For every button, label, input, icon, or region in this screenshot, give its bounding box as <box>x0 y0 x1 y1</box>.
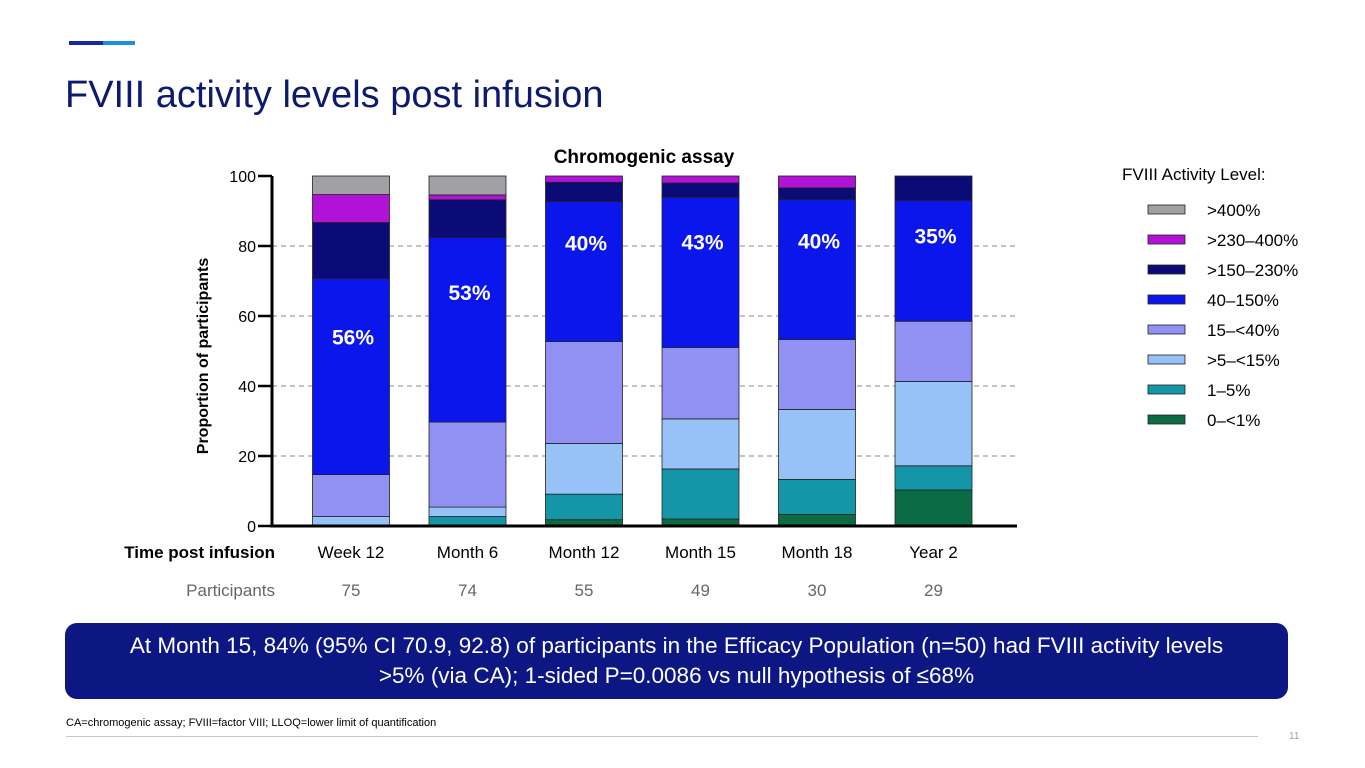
data-label: 53% <box>448 282 490 305</box>
bar-segment <box>894 465 973 491</box>
bar-segment <box>545 201 623 342</box>
bar-segment <box>661 196 740 348</box>
legend-label: 1–5% <box>1207 381 1250 400</box>
legend-title: FVIII Activity Level: <box>1122 165 1266 184</box>
bar-segment <box>894 381 973 467</box>
bar-segment <box>894 489 973 527</box>
data-label: 43% <box>681 231 723 254</box>
legend-swatch <box>1147 354 1186 365</box>
legend-label: >230–400% <box>1207 231 1298 250</box>
x-tick-label: Month 6 <box>437 543 498 562</box>
legend-swatch <box>1147 294 1186 305</box>
participant-count: 74 <box>458 581 477 600</box>
legend-label: 15–<40% <box>1207 321 1279 340</box>
legend-label: >400% <box>1207 201 1260 220</box>
accent-bar-light <box>103 41 135 45</box>
legend-label: 40–150% <box>1207 291 1279 310</box>
bar-segment <box>778 479 856 515</box>
bar-segment <box>894 200 973 322</box>
bar-segment <box>428 506 507 517</box>
legend-swatch <box>1147 414 1186 425</box>
x-axis-label: Time post infusion <box>124 543 275 562</box>
bar-segment <box>894 175 973 201</box>
bar-segment <box>778 175 856 189</box>
x-tick-label: Month 18 <box>782 543 853 562</box>
bar-segment <box>894 320 973 382</box>
y-tick-label: 40 <box>238 379 256 396</box>
bar-segment <box>545 181 623 202</box>
bar-segment <box>312 194 390 223</box>
y-tick-label: 0 <box>247 519 256 536</box>
participants-label: Participants <box>186 581 275 600</box>
legend-swatch <box>1147 264 1186 275</box>
bar-segment <box>428 237 507 423</box>
bar-segment <box>545 341 623 444</box>
bar-segment <box>545 175 623 183</box>
bar-segment <box>312 474 390 517</box>
legend-swatch <box>1147 324 1186 335</box>
abbreviations-footnote: CA=chromogenic assay; FVIII=factor VIII;… <box>66 717 437 729</box>
bar-segment <box>545 493 623 521</box>
chart-title: Chromogenic assay <box>554 147 735 168</box>
bar-segment <box>778 514 856 527</box>
participant-count: 30 <box>808 581 827 600</box>
bar-segment <box>312 278 390 475</box>
bar-segment <box>545 442 623 495</box>
legend-swatch <box>1147 204 1186 215</box>
bar-segment <box>428 175 507 196</box>
bar-segment <box>778 199 856 340</box>
bar-segment <box>428 194 507 201</box>
x-tick-label: Week 12 <box>318 543 385 562</box>
footer-divider <box>66 736 1258 737</box>
accent-bar-dark <box>69 41 103 45</box>
participant-count: 75 <box>342 581 361 600</box>
bar-segment <box>661 182 740 198</box>
legend-label: 0–<1% <box>1207 411 1260 430</box>
bar-segment <box>661 347 740 420</box>
data-label: 35% <box>914 226 956 249</box>
bar-segment <box>778 409 856 480</box>
bar-segment <box>778 187 856 200</box>
legend-swatch <box>1147 234 1186 245</box>
x-tick-label: Month 12 <box>549 543 620 562</box>
legend-label: >5–<15% <box>1207 351 1280 370</box>
y-tick-label: 80 <box>238 239 256 256</box>
bar-segment <box>312 222 390 279</box>
stacked-bar-chart: 56% 53% 40% 43% 40% 35% 0 20 40 60 80 100 Proportion… <box>124 147 1298 600</box>
bar-segment <box>428 199 507 239</box>
key-finding-callout: At Month 15, 84% (95% CI 70.9, 92.8) of … <box>65 623 1288 699</box>
data-label: 40% <box>798 230 840 253</box>
legend-swatch <box>1147 384 1186 395</box>
y-tick-label: 100 <box>229 169 256 186</box>
slide-title: FVIII activity levels post infusion <box>65 74 604 116</box>
data-label: 56% <box>332 326 374 349</box>
participant-count: 55 <box>575 581 594 600</box>
page-number: 11 <box>1289 731 1300 742</box>
data-label: 40% <box>565 233 607 256</box>
bar-segment <box>661 418 740 470</box>
bar-segment <box>661 468 740 520</box>
y-axis-label: Proportion of participants <box>195 258 212 455</box>
y-tick-label: 60 <box>238 309 256 326</box>
legend-label: >150–230% <box>1207 261 1298 280</box>
participant-count: 49 <box>691 581 710 600</box>
bar-segment <box>312 175 390 195</box>
x-tick-label: Month 15 <box>665 543 736 562</box>
participant-count: 29 <box>924 581 943 600</box>
bar-segment <box>428 421 507 508</box>
y-tick-label: 20 <box>238 449 256 466</box>
bar-segment <box>778 339 856 410</box>
bar-segment <box>661 175 740 184</box>
x-tick-label: Year 2 <box>909 543 958 562</box>
